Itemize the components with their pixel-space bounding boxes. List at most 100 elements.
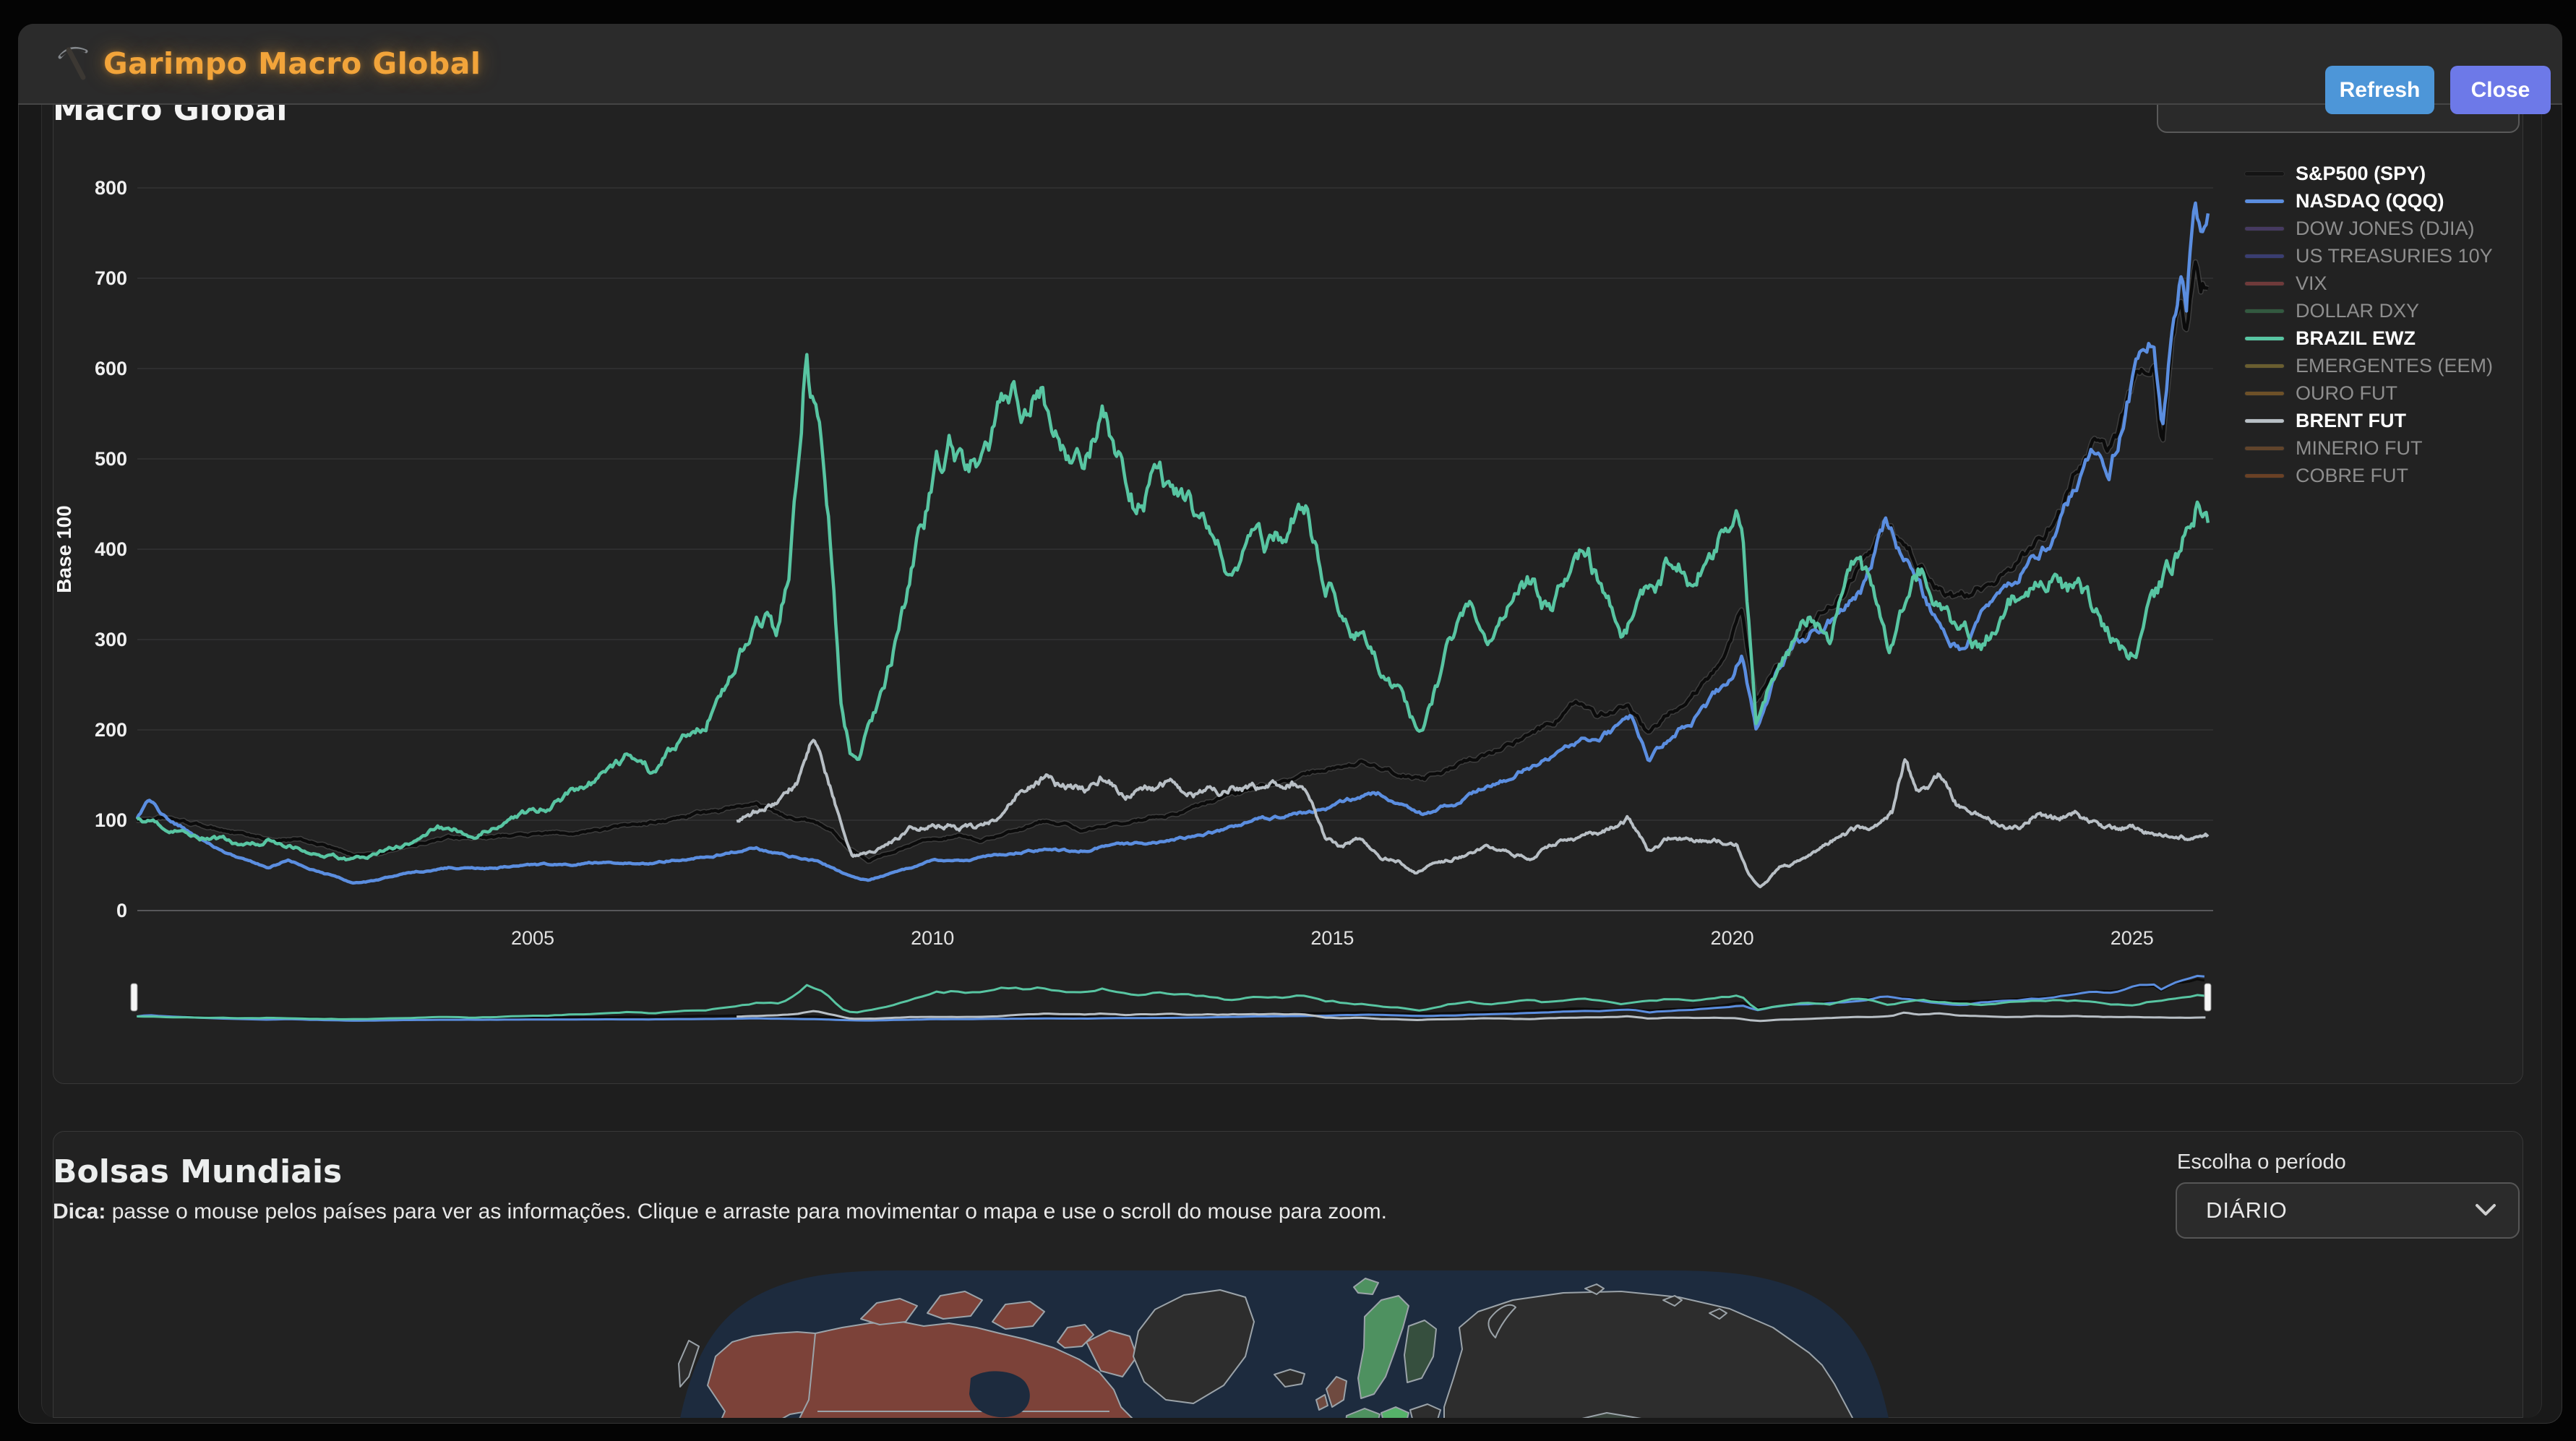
map-country-iceland[interactable]: [1274, 1369, 1305, 1388]
x-axis-tick: 2025: [2111, 927, 2154, 949]
x-axis-tick: 2020: [1711, 927, 1754, 949]
map-arctic-island[interactable]: [860, 1298, 918, 1325]
app-header: Garimpo Macro Global Refresh Close: [18, 24, 2562, 114]
pickaxe-icon: [58, 46, 88, 80]
legend-label: NASDAQ (QQQ): [2296, 189, 2444, 212]
legend-item-emergentes-eem[interactable]: EMERGENTES (EEM): [2245, 352, 2493, 379]
y-axis-tick: 600: [95, 358, 127, 379]
legend-item-us-treasuries-10y[interactable]: US TREASURIES 10Y: [2245, 242, 2493, 270]
legend-label: BRAZIL EWZ: [2296, 327, 2416, 349]
map-arctic-island[interactable]: [1662, 1295, 1683, 1307]
bolsas-section-title: Bolsas Mundiais: [53, 1153, 343, 1190]
legend-label: MINERIO FUT: [2296, 436, 2423, 459]
map-arctic-island[interactable]: [927, 1291, 983, 1320]
navigator-series-brazil-ewz: [137, 984, 2205, 1020]
legend-label: EMERGENTES (EEM): [2296, 354, 2494, 377]
refresh-button[interactable]: Refresh: [2325, 66, 2434, 114]
map-country-france[interactable]: [1345, 1408, 1381, 1418]
legend-swatch-dollar-dxy: [2245, 309, 2284, 313]
y-axis-title: Base 100: [53, 505, 75, 593]
legend-label: COBRE FUT: [2296, 464, 2409, 486]
legend-item-dow-jones[interactable]: DOW JONES (DJIA): [2245, 215, 2493, 242]
legend-item-brent-fut[interactable]: BRENT FUT: [2245, 407, 2493, 434]
legend-label: S&P500 (SPY): [2296, 162, 2426, 184]
chart-legend: S&P500 (SPY) NASDAQ (QQQ) DOW JONES (DJIA)…: [2245, 160, 2493, 489]
map-arctic-island[interactable]: [992, 1301, 1045, 1330]
map-country-russia[interactable]: [1443, 1291, 1858, 1418]
x-axis-tick: 2010: [911, 927, 954, 949]
macro-global-chart[interactable]: 800 700 600 500 400 300 200 100 0 2005 2010 2015 202…: [53, 148, 2523, 1088]
map-country-svalbard[interactable]: [1353, 1278, 1379, 1295]
y-axis-tick: 800: [95, 177, 127, 199]
map-country-alaska[interactable]: [707, 1331, 816, 1418]
navigator-series-brent-fut: [737, 1010, 2206, 1023]
series-line-brazil-ewz[interactable]: [136, 353, 2210, 862]
y-axis-tick: 500: [95, 448, 127, 470]
legend-swatch-cobre-fut: [2245, 473, 2284, 478]
app-title: Garimpo Macro Global: [103, 46, 481, 81]
map-country-norway-sweden[interactable]: [1357, 1295, 1409, 1399]
legend-swatch-brent-fut: [2245, 418, 2284, 423]
legend-item-nasdaq[interactable]: NASDAQ (QQQ): [2245, 187, 2493, 215]
map-arctic-island[interactable]: [1584, 1283, 1605, 1295]
legend-swatch-us-treasuries-10y: [2245, 254, 2284, 258]
y-axis-tick: 200: [95, 719, 127, 741]
legend-swatch-spy: [2245, 171, 2284, 176]
legend-swatch-vix: [2245, 281, 2284, 285]
legend-swatch-minerio-fut: [2245, 446, 2284, 450]
macro-global-card: [53, 62, 2523, 1084]
map-hudson-bay: [969, 1371, 1030, 1418]
map-country-germany[interactable]: [1381, 1406, 1409, 1418]
period-select-value: DIÁRIO: [2206, 1197, 2288, 1223]
navigator-series-nasdaq: [137, 974, 2205, 1022]
legend-item-spy[interactable]: S&P500 (SPY): [2245, 160, 2493, 187]
map-country-kazakhstan[interactable]: [1563, 1412, 1650, 1418]
legend-item-vix[interactable]: VIX: [2245, 270, 2493, 297]
legend-label: DOW JONES (DJIA): [2296, 217, 2475, 239]
map-country-east-europe[interactable]: [1409, 1403, 1441, 1418]
close-button[interactable]: Close: [2450, 66, 2551, 114]
series-line-brent-fut[interactable]: [736, 739, 2210, 889]
y-axis-tick: 0: [116, 900, 127, 921]
legend-swatch-dow-jones: [2245, 226, 2284, 231]
legend-swatch-brazil-ewz: [2245, 336, 2284, 340]
map-hint-text: Dica: passe o mouse pelos países para ve…: [53, 1200, 1387, 1223]
series-line-spy[interactable]: [136, 260, 2209, 863]
map-hint-label: Dica:: [53, 1200, 106, 1223]
series-outline-spy: [136, 259, 2210, 864]
legend-label: DOLLAR DXY: [2296, 299, 2420, 322]
x-axis-tick: 2005: [511, 927, 554, 949]
legend-item-dollar-dxy[interactable]: DOLLAR DXY: [2245, 297, 2493, 324]
legend-swatch-ouro-fut: [2245, 391, 2284, 395]
navigator-handle-left[interactable]: [130, 983, 138, 1012]
map-arctic-island[interactable]: [1057, 1324, 1094, 1348]
legend-label: VIX: [2296, 272, 2327, 294]
legend-item-cobre-fut[interactable]: COBRE FUT: [2245, 462, 2493, 489]
navigator-handle-right[interactable]: [2204, 983, 2212, 1012]
map-country-greenland[interactable]: [1133, 1289, 1255, 1404]
y-axis-tick: 700: [95, 267, 127, 289]
map-country-uk[interactable]: [1326, 1376, 1347, 1408]
legend-label: US TREASURIES 10Y: [2296, 244, 2493, 267]
map-country-canada-usa[interactable]: [784, 1321, 1144, 1418]
legend-swatch-emergentes-eem: [2245, 364, 2284, 368]
legend-swatch-nasdaq: [2245, 199, 2284, 203]
map-country-novaya-zemlya[interactable]: [1487, 1304, 1516, 1338]
x-axis-tick: 2015: [1310, 927, 1354, 949]
legend-item-minerio-fut[interactable]: MINERIO FUT: [2245, 434, 2493, 462]
map-arctic-island[interactable]: [1709, 1308, 1727, 1320]
series-line-nasdaq[interactable]: [136, 201, 2210, 885]
period-select-label: Escolha o período: [2177, 1150, 2346, 1174]
legend-label: OURO FUT: [2296, 382, 2397, 404]
period-select[interactable]: DIÁRIO: [2176, 1182, 2520, 1239]
legend-item-ouro-fut[interactable]: OURO FUT: [2245, 379, 2493, 407]
map-country-finland[interactable]: [1404, 1320, 1437, 1383]
chevron-down-icon: [2476, 1204, 2496, 1216]
world-map[interactable]: [53, 1255, 2523, 1418]
map-country-chukotka[interactable]: [678, 1340, 700, 1388]
y-axis-tick: 100: [95, 809, 127, 831]
legend-label: BRENT FUT: [2296, 409, 2406, 431]
y-axis-tick: 300: [95, 629, 127, 650]
legend-item-brazil-ewz[interactable]: BRAZIL EWZ: [2245, 324, 2493, 352]
map-country-ireland[interactable]: [1315, 1394, 1328, 1411]
